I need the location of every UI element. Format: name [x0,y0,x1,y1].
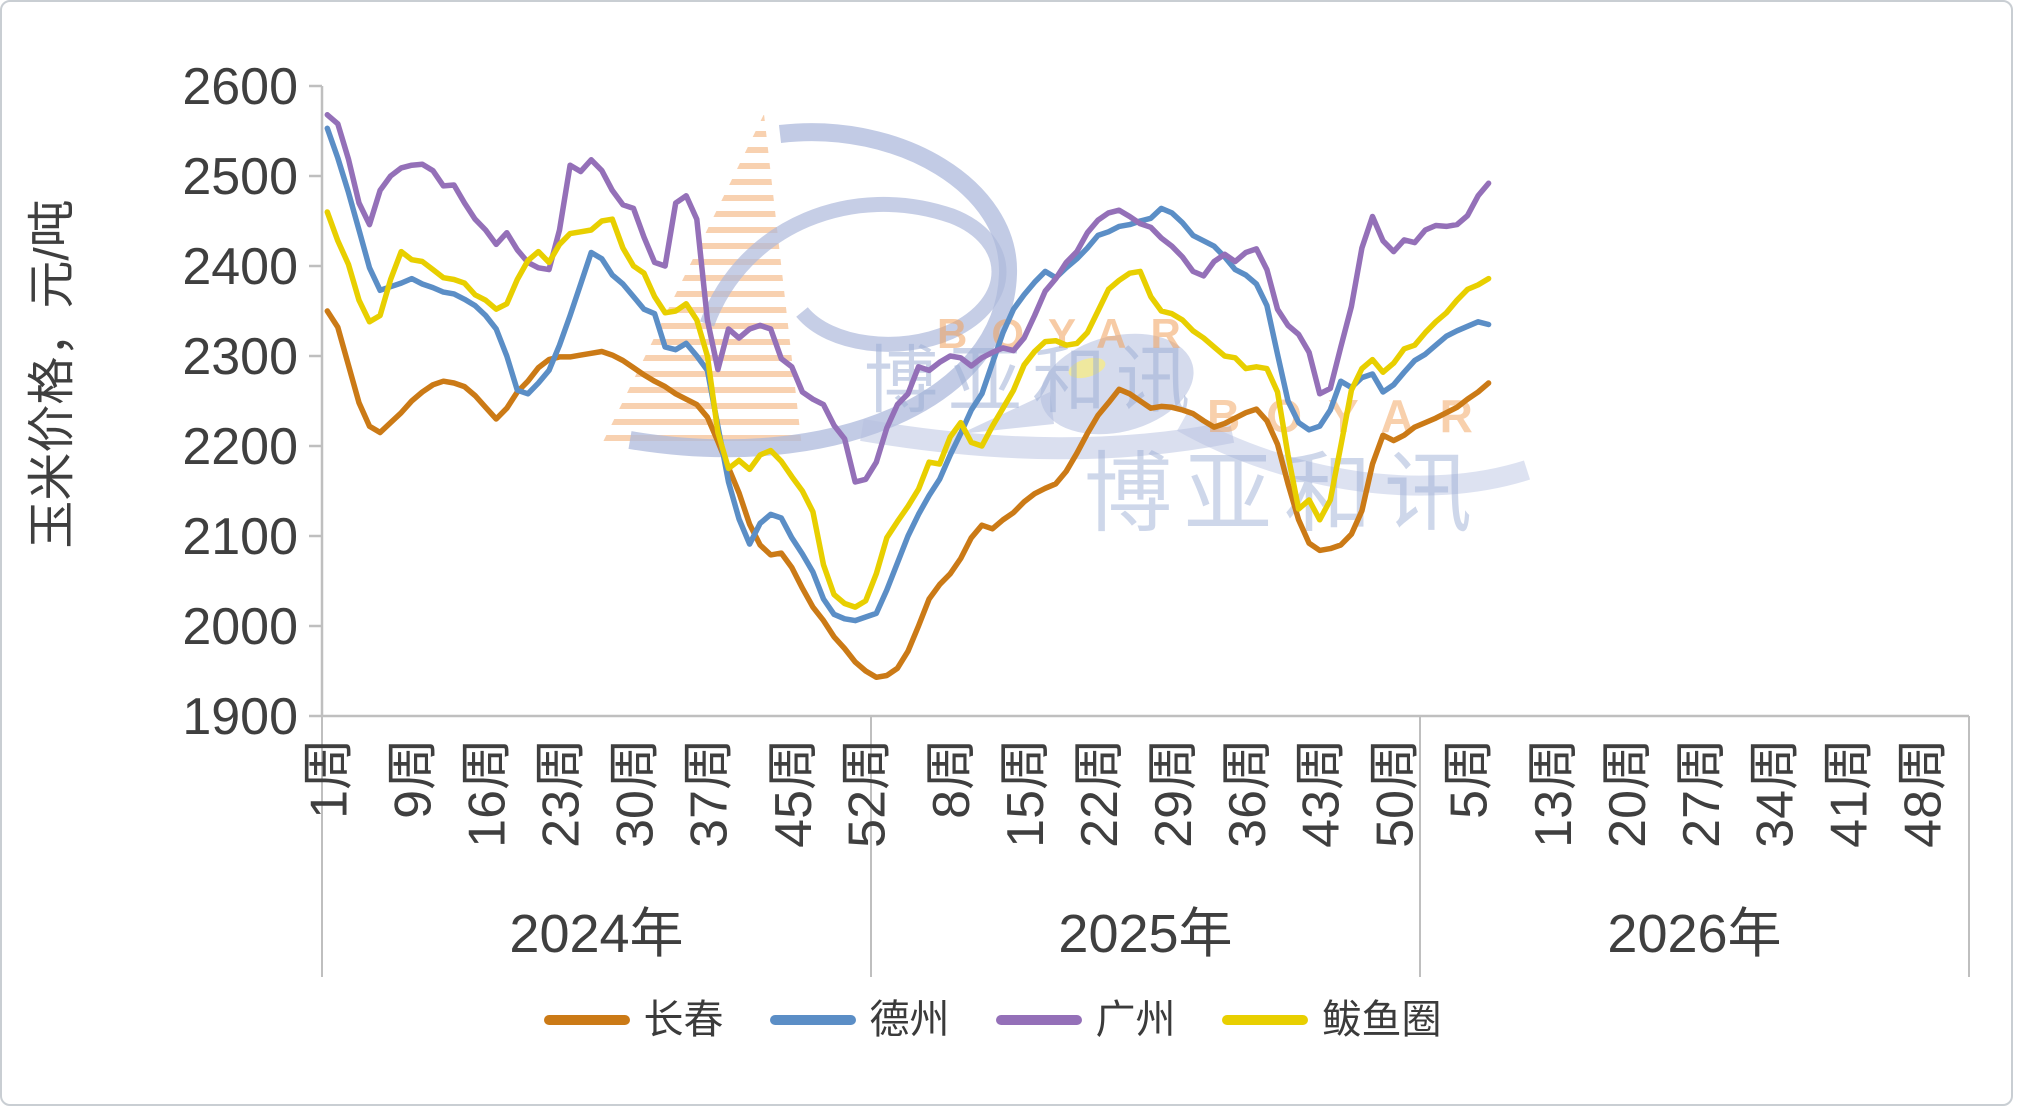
x-tick-label: 37周 [680,738,738,848]
legend-dash-icon [1221,1015,1308,1025]
x-tick-label: 1周 [300,738,358,819]
series-line-1 [324,125,1492,624]
boyar-watermark: BOYAR 博亚和讯 BOYAR 博亚和讯 [600,114,1531,543]
x-tick-label: 16周 [459,738,517,848]
legend-label: 德州 [869,998,950,1042]
watermark-boyar-text-2: BOYAR [1207,390,1499,442]
watermark-cn-text: 博亚和讯 [864,339,1200,422]
x-tick-label: 5周 [1441,738,1499,819]
watermark-cn-text-2: 博亚和讯 [1084,444,1484,543]
x-tick-label: 43周 [1293,738,1351,848]
legend-item-0: 长春 [543,998,724,1042]
watermark-bird-eye [1068,357,1106,379]
year-label: 2024年 [509,904,683,964]
watermark-underline [860,419,1235,460]
y-tick-label: 2300 [182,328,298,386]
year-label: 2025年 [1058,904,1232,964]
y-tick-label: 2000 [182,598,298,656]
series-line-3 [324,209,1492,610]
legend-item-2: 广州 [995,998,1176,1042]
y-tick-label: 2100 [182,508,298,566]
x-tick-label: 45周 [765,738,823,848]
y-axis-title: 玉米价格，元/吨 [26,199,79,548]
legend-dash-icon [769,1015,856,1025]
x-tick-label: 8周 [923,738,981,819]
x-tick-label: 48周 [1894,738,1952,848]
x-tick-label: 41周 [1821,738,1879,848]
legend-label: 长春 [643,998,724,1042]
series-line-0 [324,308,1492,681]
x-tick-label: 13周 [1525,738,1583,848]
y-tick-label: 2500 [182,148,298,206]
watermark-swoosh-inner [699,196,1007,352]
y-tick-label: 2600 [182,58,298,116]
legend-dash-icon [543,1015,630,1025]
x-tick-label: 29周 [1145,738,1203,848]
watermark-boyar-text: BOYAR [937,310,1205,357]
x-tick-label: 20周 [1599,738,1657,848]
watermark-neck-swoosh [1177,413,1531,496]
watermark-swoosh [628,123,1018,458]
y-tick-label: 2400 [182,238,298,296]
x-tick-label: 52周 [839,738,897,848]
x-tick-label: 34周 [1747,738,1805,848]
legend-label: 广州 [1095,998,1176,1042]
series-line-2 [324,112,1492,485]
year-label: 2026年 [1607,904,1781,964]
legend-item-3: 鲅鱼圈 [1221,998,1442,1042]
x-tick-label: 22周 [1071,738,1129,848]
x-tick-label: 15周 [997,738,1055,848]
legend-item-1: 德州 [769,998,950,1042]
y-tick-label: 1900 [182,688,298,746]
x-tick-label: 27周 [1673,738,1731,848]
x-tick-label: 50周 [1367,738,1425,848]
watermark-bird-beak [960,392,1054,434]
legend-label: 鲅鱼圈 [1321,998,1442,1042]
y-tick-label: 2200 [182,418,298,476]
chart-legend: 长春 德州 广州 鲅鱼圈 [2,998,2011,1042]
x-tick-label: 23周 [533,738,591,848]
x-tick-label: 36周 [1219,738,1277,848]
x-tick-label: 9周 [385,738,443,819]
x-tick-label: 30周 [606,738,664,848]
legend-dash-icon [995,1015,1082,1025]
